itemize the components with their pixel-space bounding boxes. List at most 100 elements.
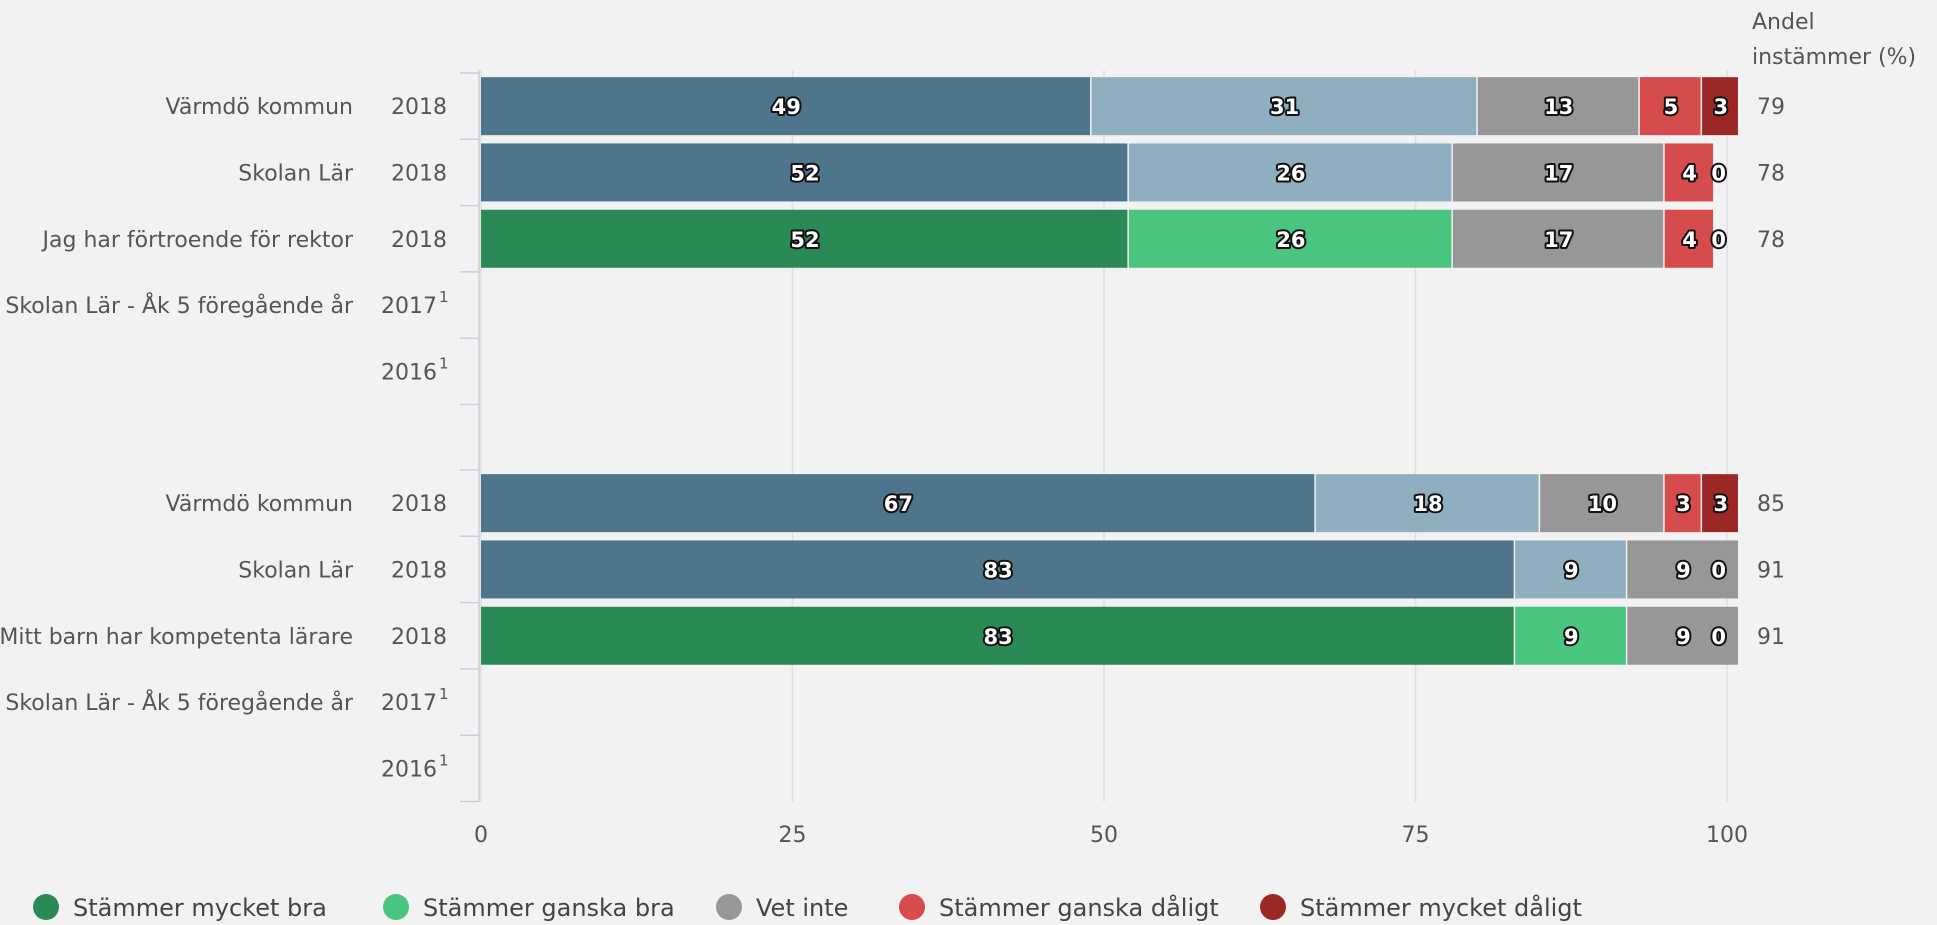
bar-segment: [1664, 474, 1701, 533]
legend-label: Vet inte: [756, 894, 848, 922]
bar-segment: [481, 143, 1128, 202]
bar-value-label: 17: [1544, 161, 1573, 185]
bar-segment: [1664, 209, 1714, 268]
row-label: Värmdö kommun: [166, 95, 354, 120]
footnote-marker: 1: [439, 354, 449, 372]
bar-value-label: 52: [790, 228, 819, 252]
bar-value-label: 26: [1276, 228, 1305, 252]
bar-segment: [1477, 77, 1639, 136]
bar-value-label: 49: [772, 95, 801, 119]
bar-segment: [1627, 540, 1738, 599]
row-label: Skolan Lär: [238, 558, 354, 583]
year-label: 2017: [381, 691, 437, 716]
bar-value-label: 0: [1711, 625, 1726, 649]
x-tick-label: 0: [474, 823, 488, 848]
bar-value-label: 3: [1713, 95, 1728, 119]
footnote-marker: 1: [439, 685, 449, 703]
legend-label: Stämmer ganska bra: [423, 894, 675, 922]
year-label: 2018: [391, 95, 447, 120]
bar-value-label: 17: [1544, 228, 1573, 252]
bar-value-label: 13: [1544, 95, 1573, 119]
bar-value-label: 9: [1676, 558, 1691, 582]
x-tick-label: 50: [1090, 823, 1118, 848]
bar-segment: [1091, 77, 1477, 136]
agree-value: 91: [1757, 625, 1785, 650]
agree-header-text: Andel: [1752, 10, 1815, 35]
agree-value: 85: [1757, 492, 1785, 517]
bar-segment: [1515, 606, 1626, 665]
legend-marker: [716, 894, 742, 920]
bar-segment: [481, 606, 1514, 665]
footnote-marker: 1: [439, 288, 449, 306]
bar-value-label: 3: [1713, 492, 1728, 516]
bar-value-label: 4: [1682, 228, 1697, 252]
legend-layer: Stämmer mycket bra Stämmer ganska bra Vet …: [33, 893, 1582, 922]
year-label: 2016: [381, 757, 437, 782]
legend-marker: [1260, 894, 1286, 920]
year-label: 2018: [391, 161, 447, 186]
bar-segment: [1639, 77, 1701, 136]
x-tick-label: 25: [779, 823, 807, 848]
agree-header-text: instämmer (%): [1752, 45, 1916, 70]
bar-segment: [1452, 143, 1664, 202]
legend-marker: [383, 894, 409, 920]
agree-value: 78: [1757, 228, 1785, 253]
bar-value-label: 83: [983, 625, 1012, 649]
bar-value-label: 9: [1676, 625, 1691, 649]
row-label: Skolan Lär - Åk 5 föregående år: [5, 689, 354, 716]
bar-value-label: 18: [1413, 492, 1442, 516]
year-label: 2018: [391, 558, 447, 583]
bar-segment: [1664, 143, 1714, 202]
bar-segment: [1702, 77, 1738, 136]
bar-segment: [1452, 209, 1664, 268]
x-tick-label: 75: [1402, 823, 1430, 848]
agree-value: 78: [1757, 161, 1785, 186]
legend-label: Stämmer mycket bra: [73, 894, 327, 922]
footnote-marker: 1: [439, 751, 449, 769]
bar-segment: [481, 540, 1514, 599]
bar-value-label: 0: [1711, 558, 1726, 582]
legend-label: Stämmer ganska dåligt: [939, 893, 1219, 922]
agree-value: 79: [1757, 95, 1785, 120]
legend-marker: [899, 894, 925, 920]
bar-value-label: 26: [1276, 161, 1305, 185]
bar-value-label: 3: [1676, 492, 1691, 516]
year-label: 2016: [381, 360, 437, 385]
row-label: Jag har förtroende för rektor: [41, 228, 354, 253]
bars-layer: [481, 77, 1738, 665]
legend-marker: [33, 894, 59, 920]
x-tick-label: 100: [1706, 823, 1748, 848]
year-label: 2018: [391, 492, 447, 517]
bar-value-label: 0: [1711, 161, 1726, 185]
bar-value-label: 4: [1682, 161, 1697, 185]
bar-segment: [1515, 540, 1626, 599]
bar-segment: [1627, 606, 1738, 665]
year-label: 2018: [391, 625, 447, 650]
year-label: 2017: [381, 294, 437, 319]
bar-value-label: 31: [1270, 95, 1299, 119]
bar-segment: [1540, 474, 1664, 533]
row-label: Skolan Lär - Åk 5 föregående år: [5, 292, 354, 319]
bar-value-label: 9: [1564, 625, 1579, 649]
bar-segment: [1128, 209, 1452, 268]
bar-value-label: 9: [1564, 558, 1579, 582]
bar-value-label: 0: [1711, 228, 1726, 252]
bar-segment: [481, 209, 1128, 268]
bar-segment: [481, 474, 1315, 533]
row-label: Skolan Lär: [238, 161, 354, 186]
bar-segment: [1702, 474, 1738, 533]
bar-value-label: 52: [790, 161, 819, 185]
year-label: 2018: [391, 228, 447, 253]
bar-segment: [1128, 143, 1452, 202]
bar-value-label: 83: [983, 558, 1012, 582]
bar-value-label: 67: [884, 492, 913, 516]
agree-value: 91: [1757, 558, 1785, 583]
bar-segment: [1315, 474, 1539, 533]
row-label: Mitt barn har kompetenta lärare: [0, 625, 353, 650]
bar-value-label: 5: [1664, 95, 1679, 119]
bar-segment: [481, 77, 1091, 136]
legend-label: Stämmer mycket dåligt: [1300, 893, 1582, 922]
